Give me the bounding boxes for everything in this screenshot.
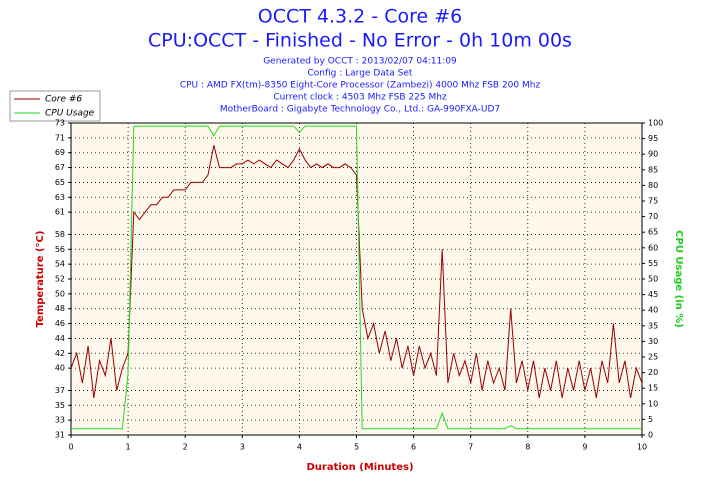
chart-title: OCCT 4.3.2 - Core #6 [258, 6, 462, 28]
x-tick-label: 1 [126, 443, 131, 452]
y2-tick-label: 55 [648, 259, 658, 268]
y2-tick-label: 45 [648, 290, 658, 299]
y-tick-label: 73 [55, 119, 65, 128]
x-tick-label: 0 [68, 443, 73, 452]
y2-tick-label: 5 [648, 415, 653, 424]
y-tick-label: 56 [55, 245, 65, 254]
y-tick-label: 40 [55, 364, 65, 373]
y-tick-label: 46 [55, 319, 65, 328]
y-tick-label: 58 [55, 230, 65, 239]
y-tick-label: 50 [55, 289, 65, 298]
series-line [70, 145, 643, 398]
chart-subtitle: CPU:OCCT - Finished - No Error - 0h 10m … [148, 30, 572, 52]
y2-tick-label: 35 [648, 321, 658, 330]
y-tick-label: 42 [55, 349, 65, 358]
y-tick-label: 44 [55, 334, 65, 343]
y2-tick-label: 95 [648, 134, 658, 143]
info-line: Config : Large Data Set [308, 69, 413, 79]
y2-axis-label: CPU Usage (in %) [673, 230, 684, 328]
y2-tick-label: 30 [648, 337, 658, 346]
y-tick-label: 37 [55, 386, 65, 395]
y-tick-label: 61 [55, 208, 65, 217]
y2-tick-label: 80 [648, 181, 658, 190]
y2-tick-label: 90 [648, 150, 658, 159]
y2-tick-label: 10 [648, 399, 658, 408]
y2-tick-label: 40 [648, 306, 658, 315]
y-tick-label: 69 [55, 148, 65, 157]
x-tick-label: 6 [411, 443, 416, 452]
y2-tick-label: 20 [648, 368, 658, 377]
legend-label: CPU Usage [45, 109, 95, 119]
legend-label: Core #6 [45, 95, 82, 105]
x-tick-label: 7 [468, 443, 473, 452]
y-tick-label: 54 [55, 260, 65, 269]
y2-tick-label: 85 [648, 165, 658, 174]
y2-tick-label: 75 [648, 197, 658, 206]
info-line: Generated by OCCT : 2013/02/07 04:11:09 [263, 57, 457, 67]
y-tick-label: 67 [55, 163, 65, 172]
info-line: CPU : AMD FX(tm)-8350 Eight-Core Process… [180, 81, 541, 91]
y-tick-label: 31 [55, 431, 65, 440]
x-axis-label: Duration (Minutes) [306, 462, 413, 473]
legend-box [9, 90, 101, 122]
x-tick-label: 3 [240, 443, 245, 452]
y2-tick-label: 25 [648, 353, 658, 362]
y2-tick-label: 100 [648, 119, 663, 128]
y-axis-label: Temperature (°C) [35, 231, 46, 328]
x-tick-label: 2 [183, 443, 188, 452]
x-tick-label: 4 [297, 443, 302, 452]
y-tick-label: 63 [55, 193, 65, 202]
y-tick-label: 48 [55, 304, 65, 313]
y-tick-label: 35 [55, 401, 65, 410]
y-tick-label: 52 [55, 275, 65, 284]
info-line: MotherBoard : Gigabyte Technology Co., L… [220, 105, 500, 115]
series-line [71, 125, 642, 430]
y2-tick-label: 65 [648, 228, 658, 237]
y2-tick-label: 50 [648, 275, 658, 284]
info-line: Current clock : 4503 Mhz FSB 225 Mhz [273, 93, 447, 103]
y2-tick-label: 0 [648, 431, 653, 440]
x-tick-label: 10 [637, 443, 647, 452]
x-tick-label: 9 [582, 443, 587, 452]
y2-tick-label: 15 [648, 384, 658, 393]
y-tick-label: 33 [55, 416, 65, 425]
x-tick-label: 8 [525, 443, 530, 452]
y2-tick-label: 60 [648, 243, 658, 252]
x-tick-label: 5 [354, 443, 359, 452]
y2-tick-label: 70 [648, 212, 658, 221]
y-tick-label: 65 [55, 178, 65, 187]
y-tick-label: 71 [55, 133, 65, 142]
